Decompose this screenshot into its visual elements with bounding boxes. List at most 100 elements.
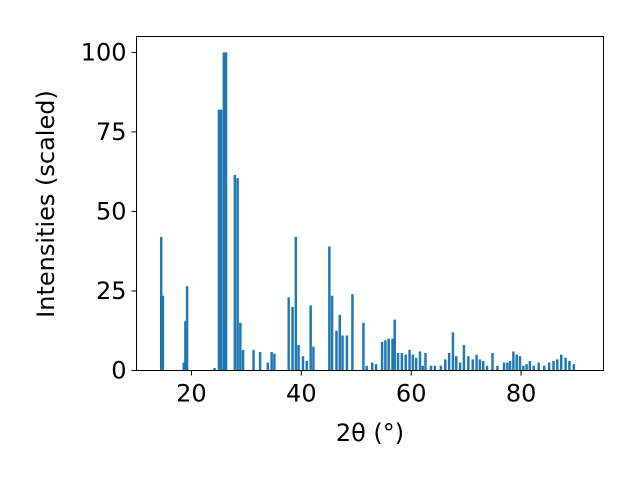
bar	[241, 349, 245, 371]
bar	[564, 357, 567, 371]
y-tick-label: 25	[96, 277, 127, 305]
bar	[273, 353, 276, 371]
bar	[365, 365, 368, 371]
bar	[491, 353, 494, 371]
bar	[370, 362, 374, 371]
bar	[270, 352, 273, 371]
bar	[233, 174, 237, 371]
x-axis-ticks: 20 40 60 80	[176, 370, 537, 408]
bar	[380, 341, 384, 371]
bar	[522, 365, 525, 371]
bar	[471, 359, 474, 371]
bar	[556, 359, 559, 371]
bar	[301, 356, 305, 371]
bar	[341, 335, 344, 371]
bar	[512, 351, 515, 371]
bar	[312, 346, 315, 371]
bar	[239, 322, 242, 371]
bar	[185, 286, 189, 371]
bar	[338, 314, 342, 371]
bar	[213, 367, 216, 371]
bar	[433, 365, 437, 371]
bar	[429, 365, 433, 371]
bar	[447, 353, 451, 371]
y-tick-label: 100	[81, 38, 127, 66]
bar	[384, 340, 387, 371]
bar	[161, 295, 165, 371]
bar	[252, 349, 255, 371]
bar	[309, 305, 312, 371]
bar	[374, 364, 378, 371]
plot-frame	[136, 36, 604, 371]
bar	[467, 356, 470, 371]
bar	[351, 294, 354, 371]
bar	[404, 354, 407, 371]
bar	[362, 322, 365, 371]
bar	[387, 338, 390, 371]
bar-series	[159, 52, 576, 371]
bar	[478, 359, 482, 371]
bar	[444, 359, 447, 371]
bar	[439, 365, 443, 371]
bar	[408, 349, 411, 371]
bar	[305, 360, 309, 371]
bar	[217, 109, 221, 371]
bar	[424, 353, 427, 371]
bar	[481, 360, 485, 371]
bar	[222, 52, 226, 371]
bar	[537, 362, 540, 371]
bar	[542, 365, 546, 371]
y-tick-label: 75	[96, 118, 127, 146]
bar	[458, 362, 462, 371]
bar	[559, 354, 563, 371]
bar	[485, 365, 489, 371]
y-axis-ticks: 0 25 50 75 100	[81, 38, 137, 385]
bar	[506, 362, 509, 371]
bar	[552, 360, 555, 371]
bar	[515, 354, 518, 371]
bar	[159, 236, 163, 371]
bar	[219, 109, 223, 371]
bar	[421, 365, 424, 371]
bar	[411, 354, 415, 371]
bar	[518, 356, 522, 371]
y-tick-label: 50	[96, 197, 127, 225]
bar	[475, 354, 478, 371]
bar	[414, 357, 418, 371]
bar	[455, 356, 458, 371]
bar	[391, 338, 394, 371]
bar	[236, 178, 239, 371]
bar	[532, 365, 535, 371]
x-tick-label: 20	[176, 380, 207, 408]
bar	[528, 360, 532, 371]
bar	[451, 332, 455, 371]
bar	[496, 365, 499, 371]
bar	[502, 362, 506, 371]
bar	[266, 362, 270, 371]
bar	[525, 364, 528, 371]
bar	[224, 52, 228, 371]
bar	[182, 362, 185, 371]
bar	[291, 306, 294, 371]
bar	[400, 353, 404, 371]
y-axis-label: Intensities (scaled)	[32, 90, 60, 318]
x-axis-label: 2θ (°)	[336, 419, 404, 447]
bar	[396, 353, 400, 371]
y-tick-label: 0	[111, 357, 126, 385]
x-tick-label: 60	[396, 380, 427, 408]
bar	[418, 351, 422, 371]
bar	[335, 330, 338, 371]
bar	[330, 295, 334, 371]
bar	[287, 297, 290, 371]
x-tick-label: 40	[286, 380, 317, 408]
bar	[393, 319, 396, 371]
bar	[547, 362, 551, 371]
bar	[568, 360, 571, 371]
bar	[328, 246, 331, 371]
bar	[462, 345, 466, 371]
bar	[294, 236, 298, 371]
bar	[345, 335, 349, 371]
x-tick-label: 80	[506, 380, 537, 408]
